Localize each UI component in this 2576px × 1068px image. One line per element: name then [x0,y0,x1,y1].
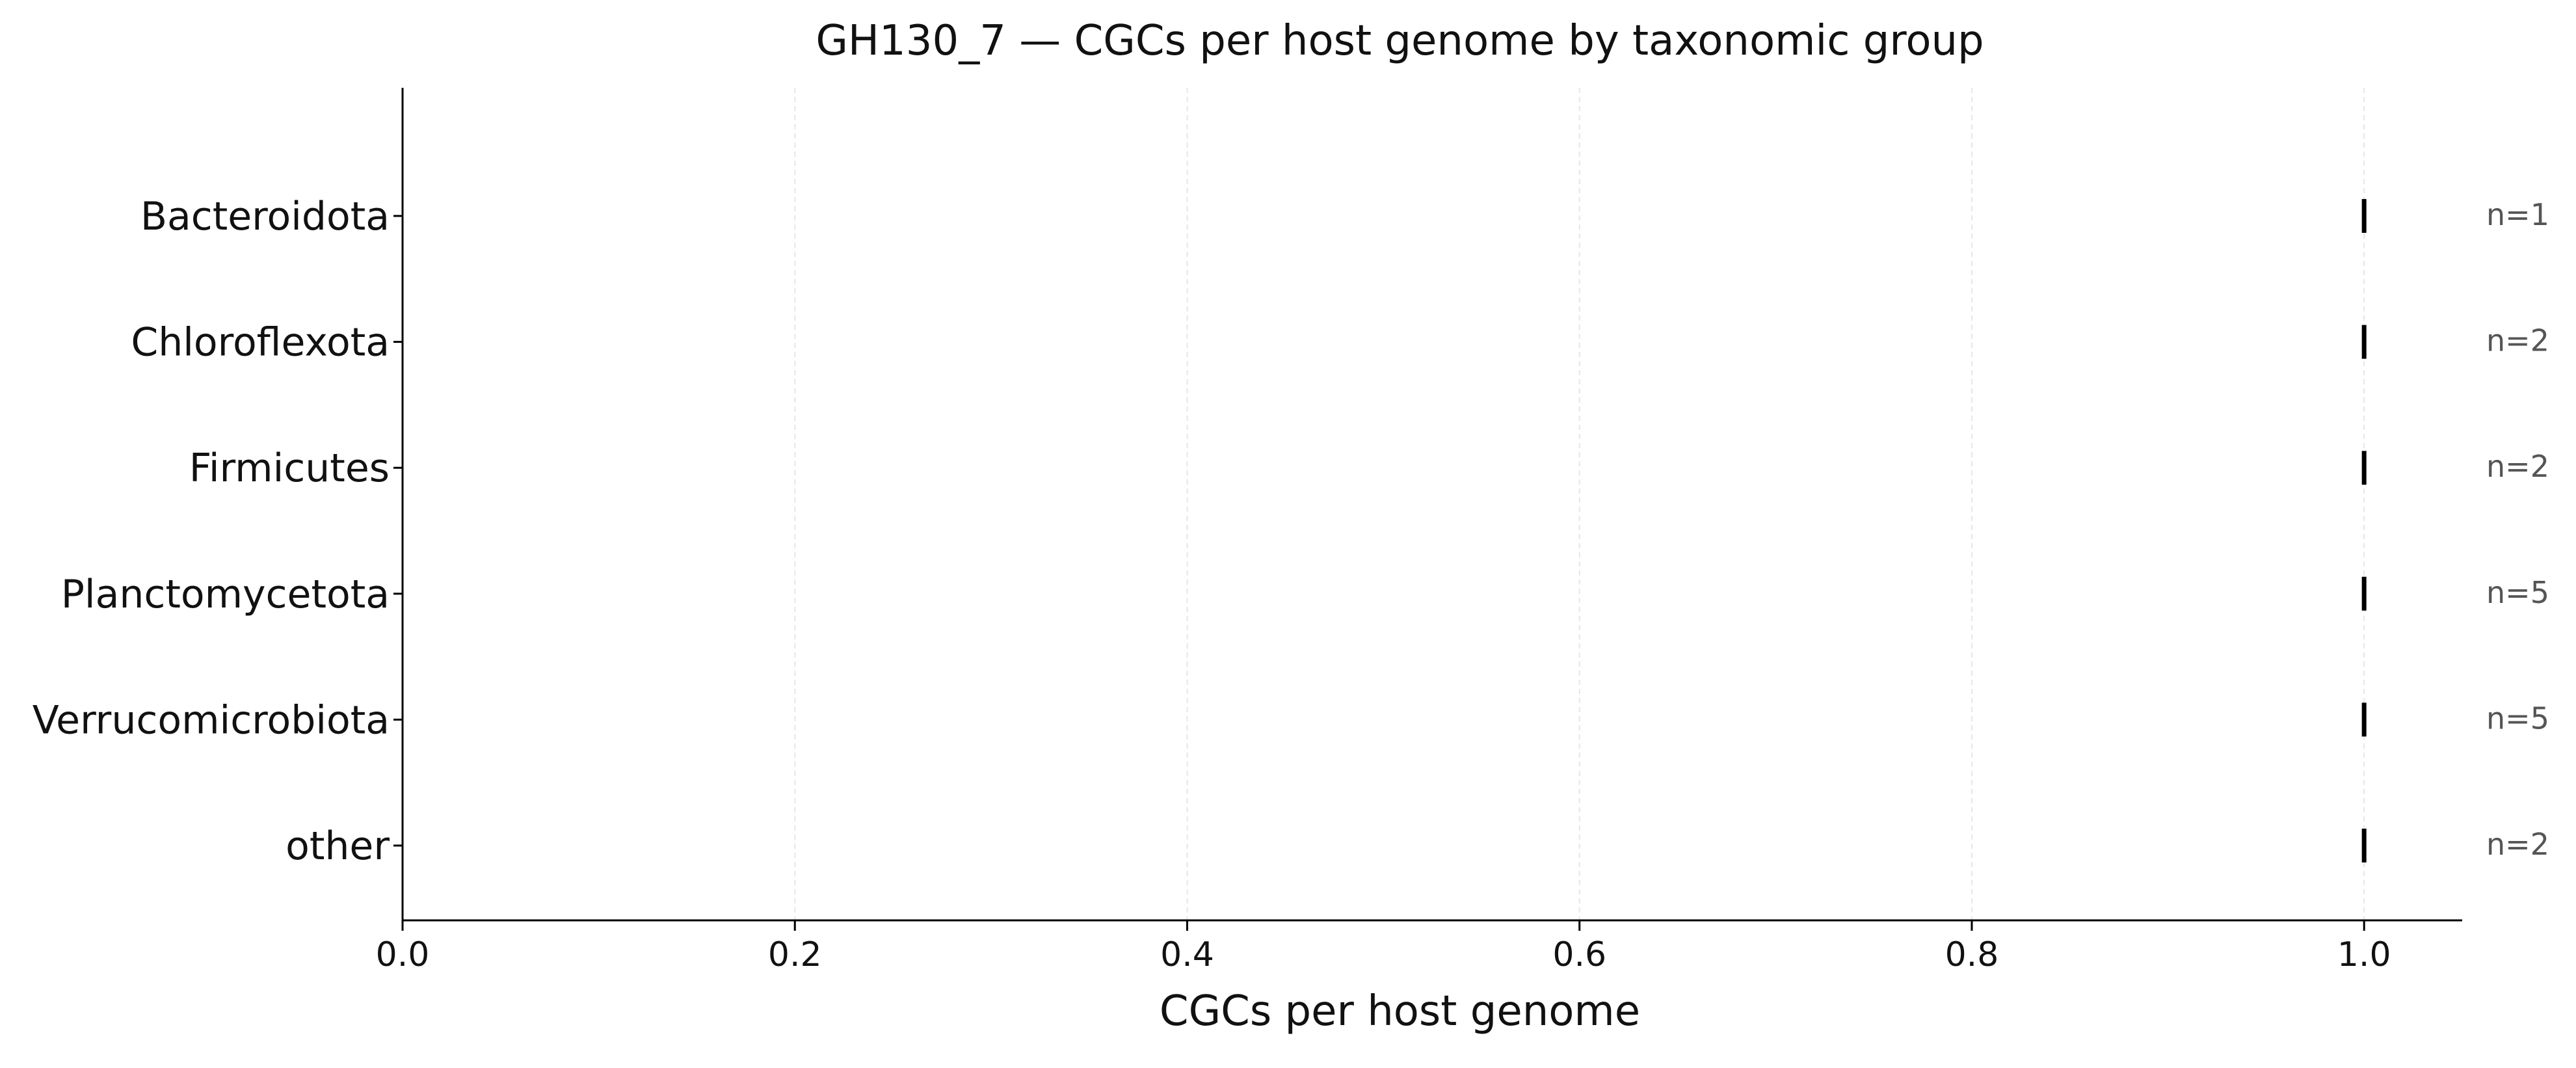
x-ticks: 0.0 0.2 0.4 0.6 0.8 1.0 [376,920,2391,974]
x-tick-label: 0.0 [376,935,430,974]
category-label: Bacteroidota [140,194,390,239]
x-tick-label: 0.2 [768,935,822,974]
count-label: n=5 [2486,701,2549,736]
gridlines [794,88,2365,920]
category-label: Chloroflexota [131,320,390,366]
count-label: n=2 [2486,449,2549,484]
x-axis-label: CGCs per host genome [1160,987,1640,1035]
count-label: n=1 [2486,197,2549,232]
category-label: Planctomycetota [61,572,390,617]
category-label: Verrucomicrobiota [33,697,390,743]
category-label: Firmicutes [189,446,390,491]
count-label: n=5 [2486,575,2549,610]
count-label: n=2 [2486,323,2549,358]
category-label: other [285,823,390,869]
x-tick-label: 1.0 [2337,935,2391,974]
y-category-labels: Bacteroidota Chloroflexota Firmicutes Planc… [33,194,403,869]
chart-title: GH130_7 — CGCs per host genome by taxono… [816,17,1984,65]
x-tick-label: 0.4 [1160,935,1214,974]
x-tick-label: 0.8 [1945,935,1999,974]
count-labels: n=1 n=2 n=2 n=5 n=5 n=2 [2486,197,2549,862]
axes [401,88,2462,922]
count-label: n=2 [2486,827,2549,862]
x-tick-label: 0.6 [1552,935,1606,974]
